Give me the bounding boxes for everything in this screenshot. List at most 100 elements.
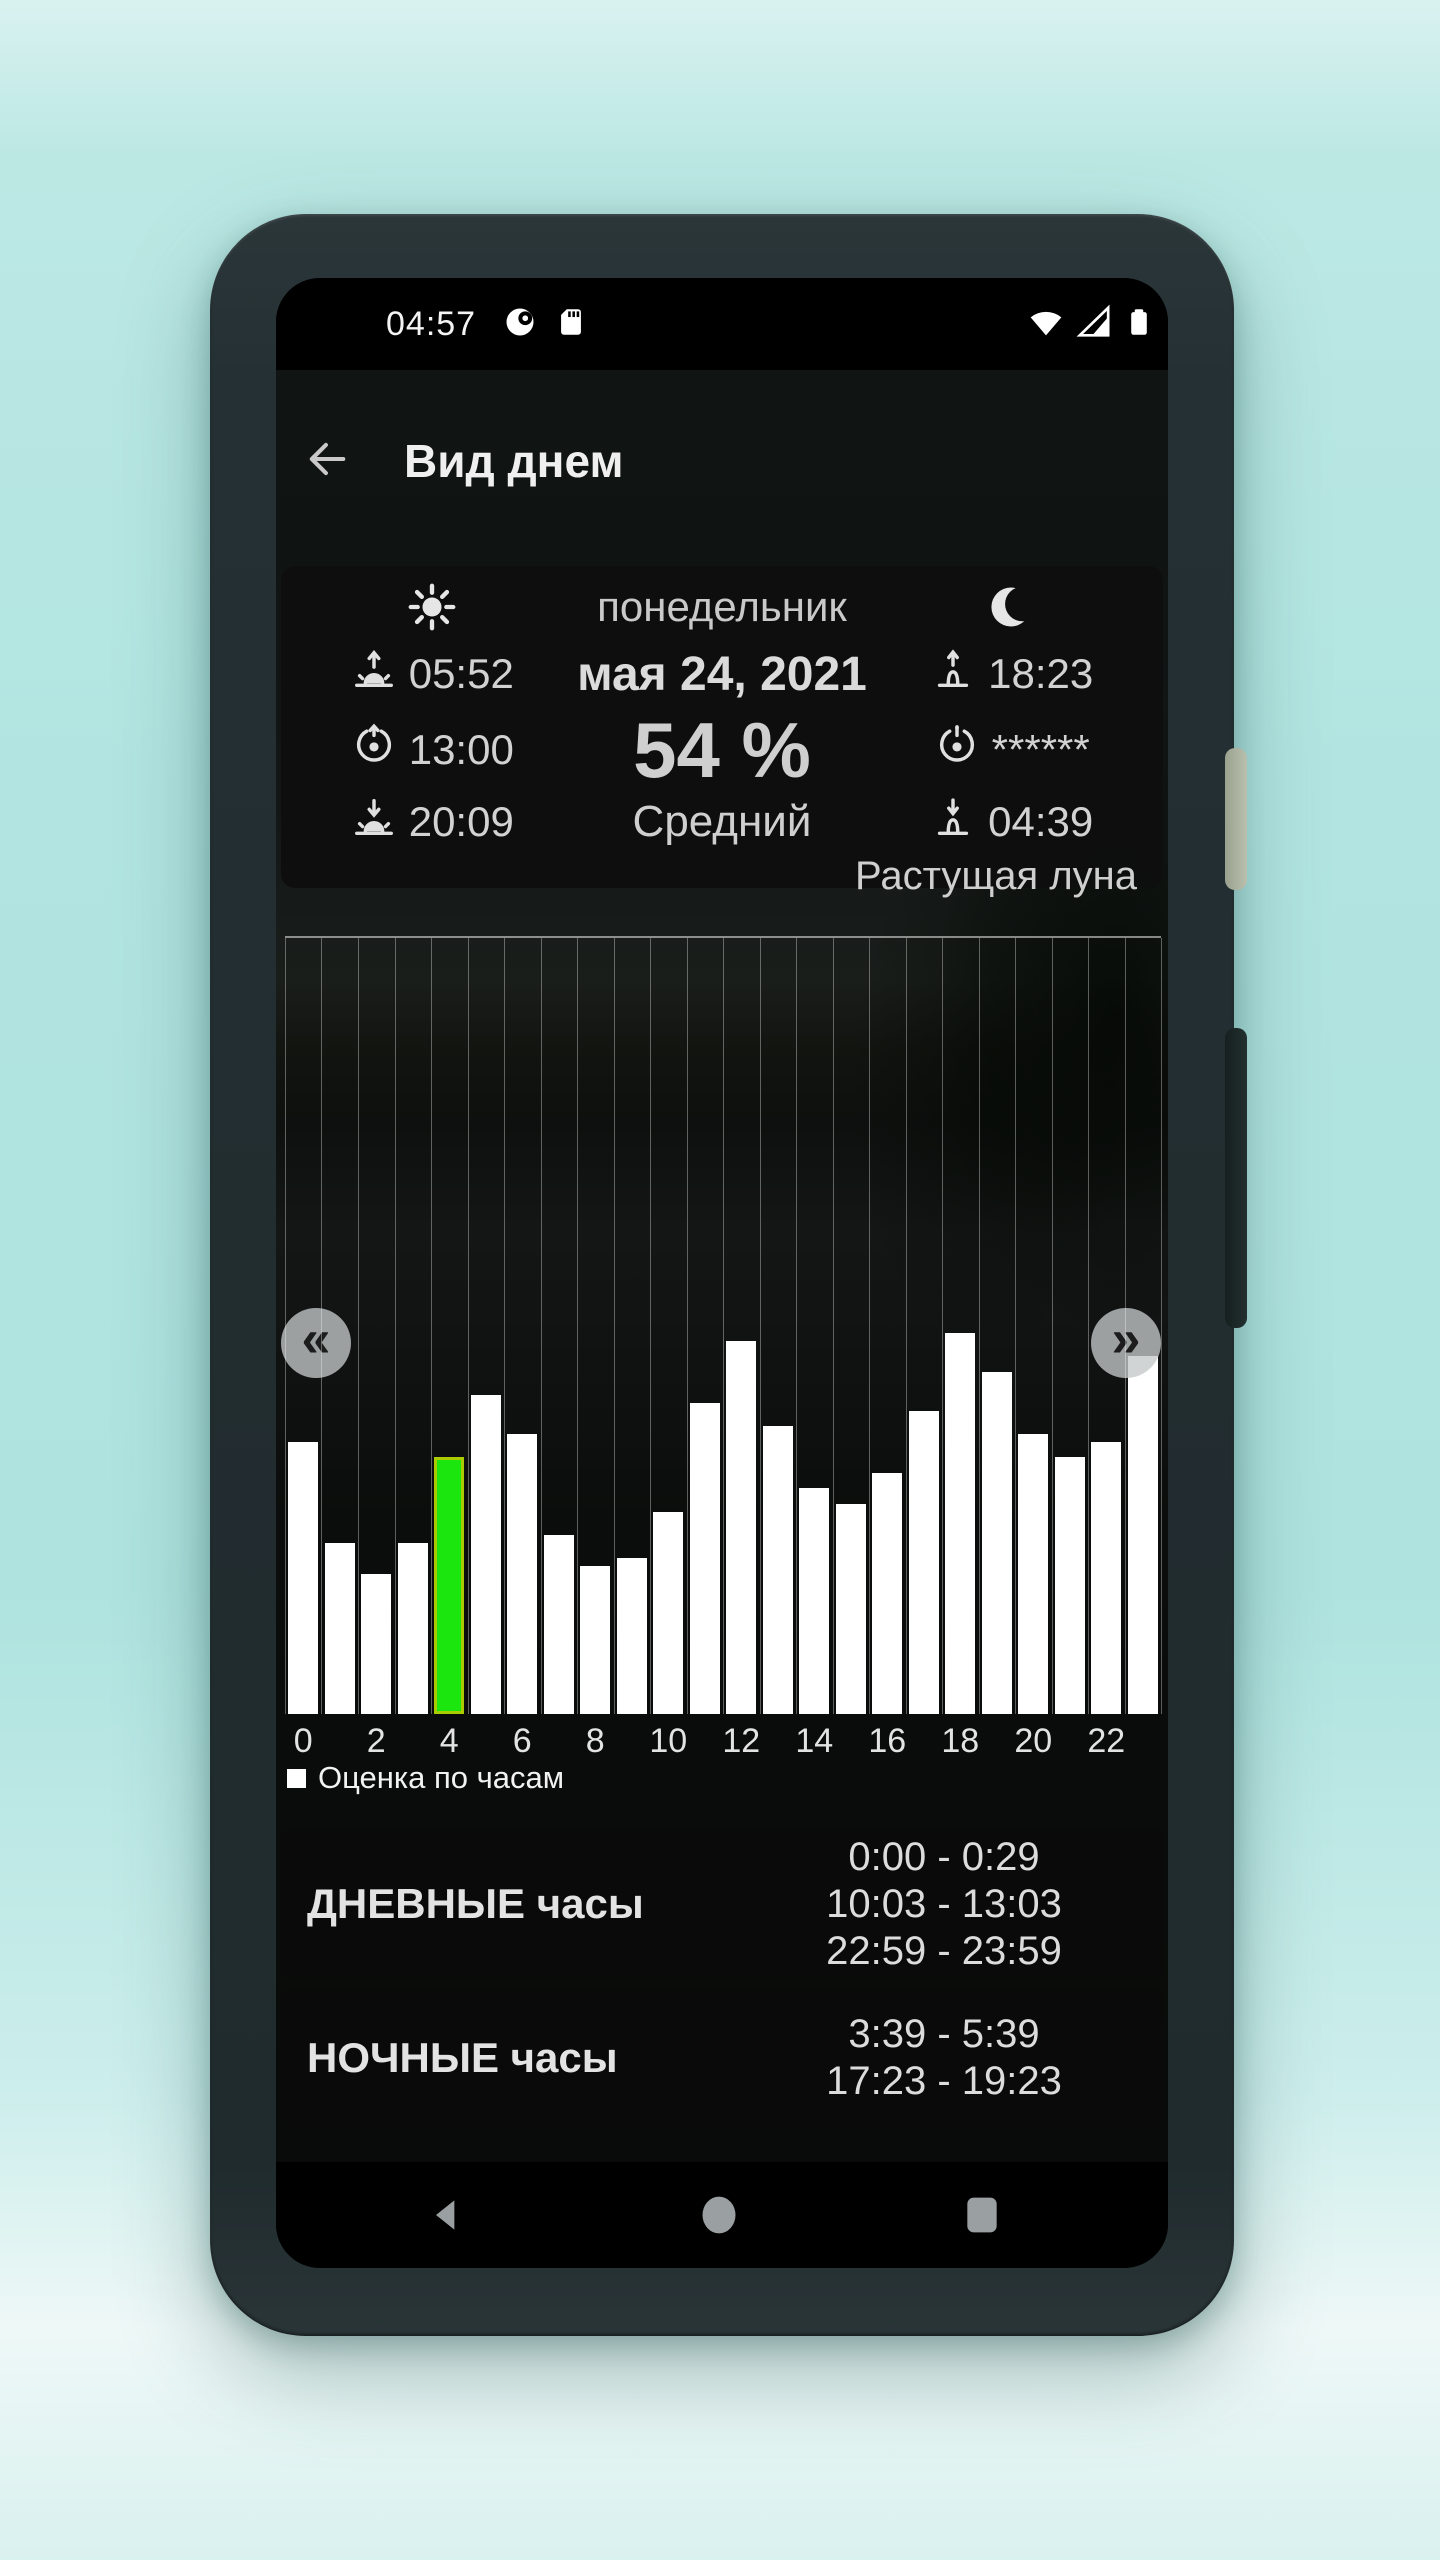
summary-card: понедельник 05:52 мая 24, 2021 18:23 [281, 566, 1163, 898]
x-axis-label: 6 [512, 1722, 532, 1760]
chart-bar-hour-12[interactable] [726, 1340, 757, 1714]
next-day-button[interactable]: » [1091, 1308, 1161, 1378]
header-bar: Вид днем [276, 418, 1168, 504]
volume-button[interactable] [1225, 748, 1247, 890]
sunset-time: 20:09 [408, 798, 514, 845]
wifi-icon [1026, 302, 1066, 347]
chart-legend: Оценка по часам [287, 1760, 564, 1796]
cell-signal-icon [1074, 302, 1114, 347]
moon-icon [872, 576, 1151, 638]
hourly-score-chart: « » [281, 936, 1162, 1714]
legend-swatch [287, 1768, 306, 1788]
x-axis-label: 2 [366, 1722, 386, 1760]
sun-zenith-time: 13:00 [408, 726, 514, 773]
moonrise-icon [930, 646, 976, 702]
chart-bar-hour-19[interactable] [981, 1371, 1012, 1714]
chart-bar-hour-6[interactable] [507, 1433, 538, 1714]
x-axis-label: 14 [795, 1722, 834, 1760]
page-title: Вид днем [404, 435, 624, 487]
day-name: понедельник [597, 583, 847, 630]
moonset-icon [930, 794, 976, 850]
android-nav-bar [276, 2162, 1168, 2268]
x-axis-label: 18 [941, 1722, 980, 1760]
chart-bar-hour-20[interactable] [1018, 1433, 1049, 1714]
chart-bar-hour-1[interactable] [324, 1542, 355, 1714]
time-range: 22:59 - 23:59 [826, 1928, 1062, 1973]
chart-bar-hour-14[interactable] [799, 1488, 830, 1714]
x-axis-label: 10 [649, 1722, 688, 1760]
chart-bar-hour-15[interactable] [835, 1503, 866, 1714]
time-range: 3:39 - 5:39 [848, 2012, 1040, 2056]
battery-icon [1122, 302, 1156, 347]
day-score: 54 % [633, 705, 811, 794]
chart-bar-hour-9[interactable] [616, 1558, 647, 1714]
chart-bar-hour-18[interactable] [945, 1332, 976, 1714]
status-time: 04:57 [386, 304, 477, 343]
x-axis-label: 0 [293, 1722, 313, 1760]
app-content: Вид днем понедельник 05:52 [276, 370, 1168, 2162]
gridline [1161, 938, 1162, 1714]
chart-bar-hour-8[interactable] [580, 1566, 611, 1714]
back-button[interactable] [298, 432, 356, 490]
chart-plot [285, 936, 1161, 1714]
x-axis-label: 20 [1014, 1722, 1053, 1760]
back-triangle-icon[interactable] [425, 2193, 469, 2237]
sd-card-icon [554, 304, 588, 345]
chart-bar-hour-10[interactable] [653, 1511, 684, 1714]
x-axis-label: 8 [585, 1722, 605, 1760]
night-hours-title: НОЧНЫЕ часы [307, 2034, 618, 2081]
chart-bar-hour-4[interactable] [434, 1457, 465, 1714]
time-range: 17:23 - 19:23 [826, 2059, 1062, 2103]
day-hours-section: ДНЕВНЫЕ часы 0:00 - 0:29 10:03 - 13:03 22:… [281, 1830, 1163, 1978]
power-button[interactable] [1225, 1028, 1247, 1328]
sun-zenith-icon [351, 722, 397, 778]
home-circle-icon[interactable] [697, 2193, 741, 2237]
phone-screen: 04:57 [276, 278, 1168, 2268]
chart-bar-hour-22[interactable] [1091, 1441, 1122, 1714]
chart-bar-hour-21[interactable] [1054, 1457, 1085, 1714]
moon-zenith-time: ****** [991, 726, 1090, 773]
moon-phase-label: Растущая луна [855, 854, 1137, 898]
legend-label: Оценка по часам [318, 1760, 565, 1795]
sunset-row: 20:09 [293, 790, 572, 854]
sunrise-icon [351, 646, 397, 702]
score-label: Средний [632, 797, 812, 846]
chart-bar-hour-3[interactable] [397, 1542, 428, 1714]
day-hours-ranges: 0:00 - 0:29 10:03 - 13:03 22:59 - 23:59 [749, 1834, 1139, 1975]
chart-bar-hour-11[interactable] [689, 1402, 720, 1714]
date-text: мая 24, 2021 [577, 647, 867, 701]
sunrise-time: 05:52 [408, 650, 514, 697]
moonrise-time: 18:23 [988, 650, 1094, 697]
night-hours-ranges: 3:39 - 5:39 17:23 - 19:23 [749, 2011, 1139, 2105]
chart-bar-hour-23[interactable] [1127, 1356, 1158, 1714]
sunrise-row: 05:52 [293, 638, 572, 710]
chart-bar-hour-2[interactable] [361, 1573, 392, 1714]
night-hours-section: НОЧНЫЕ часы 3:39 - 5:39 17:23 - 19:23 [281, 1990, 1163, 2126]
chart-bar-hour-0[interactable] [288, 1441, 319, 1714]
moonset-row: 04:39 [872, 790, 1151, 854]
chart-bar-hour-13[interactable] [762, 1426, 793, 1714]
phone-mockup: 04:57 [210, 214, 1247, 2336]
moon-zenith-icon [934, 722, 980, 778]
chart-bar-hour-16[interactable] [872, 1472, 903, 1714]
arrow-left-icon [301, 433, 353, 490]
chart-bar-hour-5[interactable] [470, 1395, 501, 1714]
chart-bar-hour-17[interactable] [908, 1410, 939, 1714]
status-bar: 04:57 [276, 278, 1168, 370]
recents-square-icon[interactable] [960, 2193, 1004, 2237]
sun-icon [293, 576, 572, 638]
double-chevron-left-icon: « [301, 1310, 331, 1368]
time-range: 0:00 - 0:29 [848, 1834, 1040, 1879]
double-chevron-right-icon: » [1111, 1310, 1141, 1368]
prev-day-button[interactable]: « [281, 1308, 351, 1378]
time-range: 10:03 - 13:03 [826, 1881, 1062, 1926]
chart-bar-hour-7[interactable] [543, 1535, 574, 1714]
moonset-time: 04:39 [988, 798, 1094, 845]
x-axis-label: 12 [722, 1722, 761, 1760]
sun-zenith-row: 13:00 [293, 710, 572, 790]
x-axis-label: 4 [439, 1722, 459, 1760]
x-axis-label: 22 [1087, 1722, 1126, 1760]
data-saver-icon [502, 304, 538, 345]
x-axis-label: 16 [868, 1722, 907, 1760]
moon-zenith-row: ****** [872, 710, 1151, 790]
